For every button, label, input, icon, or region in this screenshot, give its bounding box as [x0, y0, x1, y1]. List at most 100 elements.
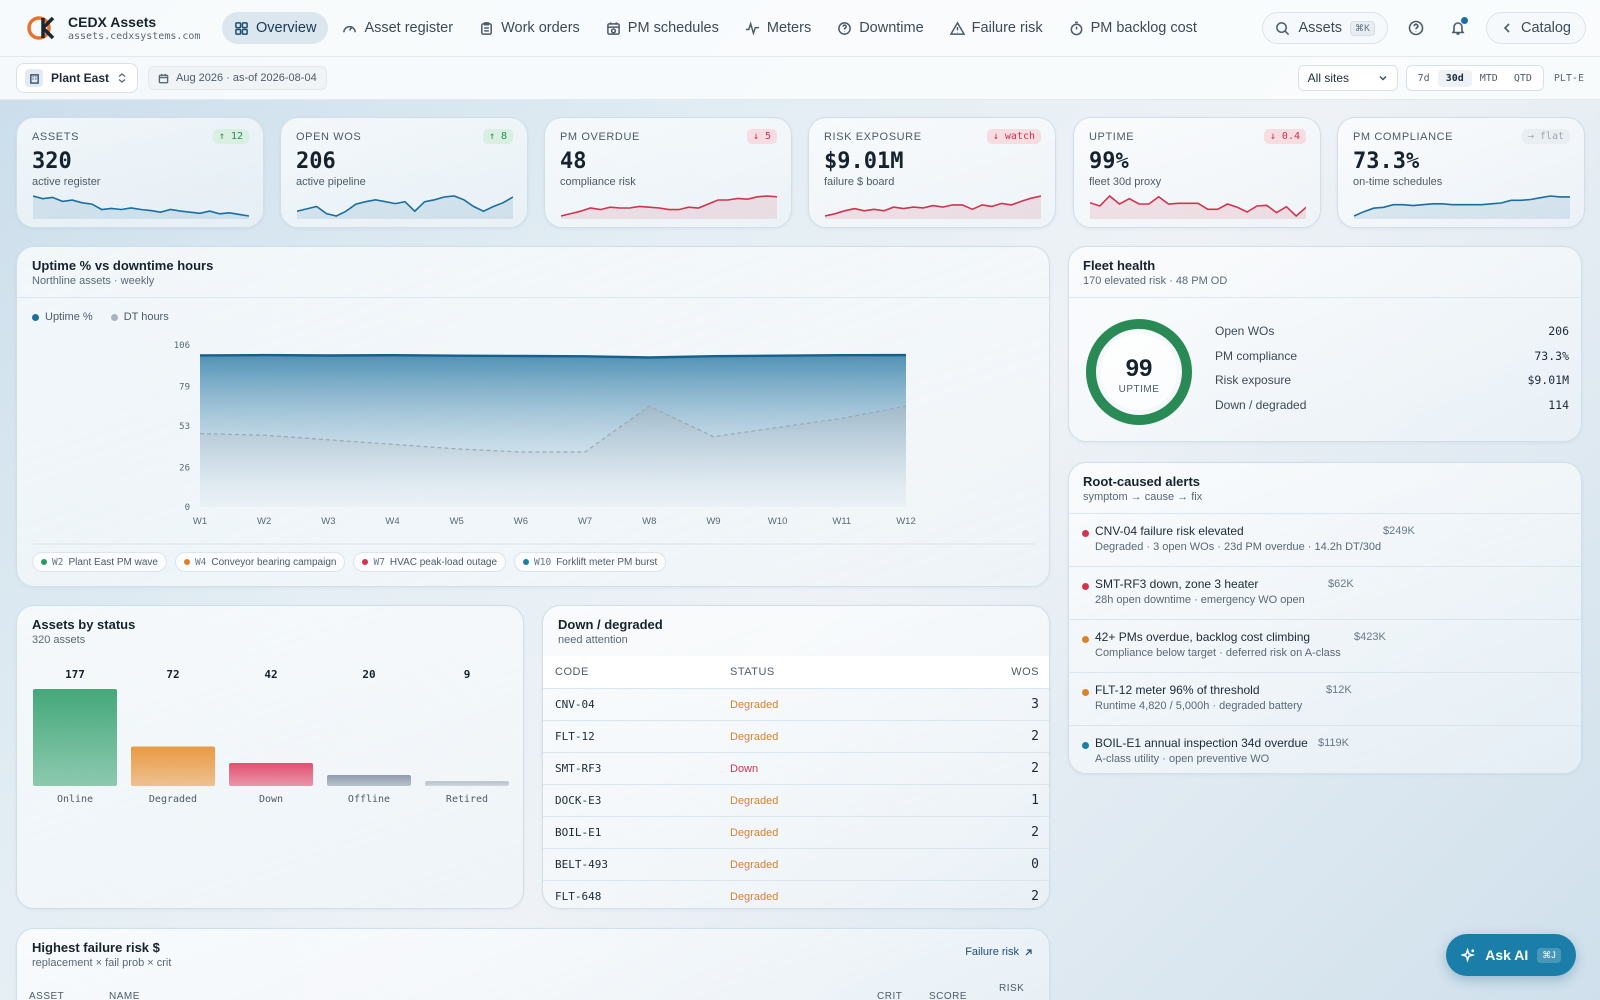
x-tick-label: W11: [832, 516, 851, 527]
alert-item[interactable]: CNV-04 failure risk elevated Degraded · 3…: [1069, 513, 1581, 566]
top-nav: CEDX Assets assets.cedxsystems.com Overv…: [0, 0, 1600, 57]
uptime-gauge: 99 UPTIME: [1086, 319, 1192, 425]
x-tick-label: W7: [578, 516, 592, 527]
nav-item-pm-backlog-cost[interactable]: PM backlog cost: [1057, 12, 1209, 44]
sparkline-area: [297, 196, 513, 219]
fleet-metric-row: Down / degraded 114: [1215, 398, 1569, 423]
alert-status-dot: [1082, 583, 1089, 590]
range-mtd[interactable]: MTD: [1479, 72, 1498, 84]
fleet-metric-value: $9.01M: [1527, 373, 1569, 387]
nav-item-pm-schedules[interactable]: PM schedules: [594, 12, 731, 44]
event-dot: [183, 559, 190, 565]
status-bar[interactable]: [131, 746, 215, 786]
kpi-card-open-wos[interactable]: OPEN WOS 206 active pipeline ↑ 8: [280, 117, 528, 228]
event-chip[interactable]: W4 Conveyor bearing campaign: [174, 552, 346, 572]
kpi-subtitle: active register: [32, 176, 101, 188]
kpi-subtitle: active pipeline: [296, 176, 366, 188]
event-chip[interactable]: W2 Plant East PM wave: [32, 552, 167, 572]
col-asset[interactable]: ASSET: [29, 991, 65, 1000]
notifications-button[interactable]: [1444, 14, 1472, 42]
event-chip[interactable]: W7 HVAC peak-load outage: [353, 552, 507, 572]
table-header: CODE STATUS WOS: [543, 656, 1049, 688]
gauge-value: 99: [1126, 355, 1153, 382]
table-row[interactable]: SMT-RF3 Down 2: [543, 752, 1049, 784]
status-bar[interactable]: [425, 781, 509, 786]
range-qtd[interactable]: QTD: [1513, 72, 1532, 84]
nav-item-work-orders[interactable]: Work orders: [467, 12, 592, 44]
col-code[interactable]: CODE: [555, 666, 589, 678]
alerts-subtitle: symptom → cause → fix: [1083, 491, 1203, 503]
kpi-subtitle: on-time schedules: [1353, 176, 1443, 188]
alert-item[interactable]: BOIL-E1 annual inspection 34d overdue A-c…: [1069, 725, 1581, 773]
ask-ai-button[interactable]: Ask AI ⌘J: [1446, 934, 1576, 976]
col-crit[interactable]: CRIT: [877, 991, 903, 1000]
cell-wos: 2: [1031, 889, 1039, 904]
site-selector[interactable]: Plant East: [16, 63, 139, 93]
nav-item-label: Overview: [256, 20, 317, 36]
col-risk[interactable]: RISK: [999, 983, 1025, 994]
table-row[interactable]: CNV-04 Degraded 3: [543, 688, 1049, 720]
event-chip[interactable]: W10 Forklift meter PM burst: [514, 552, 667, 572]
kpi-card-uptime[interactable]: UPTIME 99% fleet 30d proxy ↓ 0.4: [1073, 117, 1321, 228]
col-name[interactable]: NAME: [109, 991, 140, 1000]
cell-status: Degraded: [730, 730, 779, 743]
nav-item-failure-risk[interactable]: Failure risk: [938, 12, 1055, 44]
cell-code: FLT-12: [555, 730, 595, 743]
clock-circle-icon: [838, 21, 852, 35]
fleet-title: Fleet health: [1083, 258, 1156, 273]
legend-item-dt-hours[interactable]: DT hours: [110, 311, 169, 323]
y-tick-label: 0: [185, 503, 190, 513]
kpi-delta-badge: ↓ watch: [986, 129, 1041, 144]
help-button[interactable]: [1402, 14, 1430, 42]
alert-item[interactable]: SMT-RF3 down, zone 3 heater 28h open down…: [1069, 566, 1581, 619]
table-row[interactable]: BELT-493 Degraded 0: [543, 848, 1049, 880]
cell-status: Down: [730, 762, 759, 775]
down-subtitle: need attention: [558, 634, 628, 646]
legend-item-uptime[interactable]: Uptime %: [32, 311, 93, 323]
kpi-card-pm-overdue[interactable]: PM OVERDUE 48 compliance risk ↓ 5: [544, 117, 792, 228]
table-row[interactable]: DOCK-E3 Degraded 1: [543, 784, 1049, 816]
table-row[interactable]: FLT-12 Degraded 2: [543, 720, 1049, 752]
nav-item-meters[interactable]: Meters: [733, 12, 823, 44]
failure-risk-link[interactable]: Failure risk: [965, 946, 1033, 958]
sparkline-area: [1090, 196, 1306, 219]
nav-item-label: Work orders: [501, 20, 580, 36]
col-status[interactable]: STATUS: [730, 666, 775, 678]
alert-item[interactable]: 42+ PMs overdue, backlog cost climbing Co…: [1069, 619, 1581, 672]
nav-item-downtime[interactable]: Downtime: [825, 12, 935, 44]
uptime-chart: 0 26 53 79 106 W1 W2 W3 W4 W5 W6 W7 W8 W9 W10 W11 W12: [33, 341, 1035, 545]
kpi-label: RISK EXPOSURE: [824, 131, 922, 143]
gauge-center: [1101, 334, 1177, 410]
nav-item-asset-register[interactable]: Asset register: [330, 12, 465, 44]
col-score[interactable]: SCORE: [929, 991, 968, 1000]
status-bar[interactable]: [229, 762, 313, 786]
catalog-button[interactable]: Catalog: [1486, 12, 1586, 44]
alert-title: 42+ PMs overdue, backlog cost climbing: [1095, 630, 1311, 644]
status-bar-value: 177: [65, 668, 85, 681]
x-tick-label: W5: [450, 516, 464, 527]
range-30d[interactable]: 30d: [1437, 69, 1472, 87]
kpi-card-assets[interactable]: ASSETS 320 active register ↑ 12: [16, 117, 264, 228]
kpi-card-pm-compliance[interactable]: PM COMPLIANCE 73.3% on-time schedules → fla…: [1337, 117, 1585, 228]
alert-item[interactable]: FLT-12 meter 96% of threshold Runtime 4,8…: [1069, 672, 1581, 725]
status-bar[interactable]: [327, 775, 411, 786]
search-button[interactable]: Assets ⌘K: [1262, 12, 1389, 44]
range-7d[interactable]: 7d: [1417, 72, 1430, 84]
nav-item-overview[interactable]: Overview: [222, 12, 329, 44]
fleet-metric-row: Risk exposure $9.01M: [1215, 373, 1569, 398]
kpi-card-risk-exposure[interactable]: RISK EXPOSURE $9.01M failure $ board ↓ watc…: [808, 117, 1056, 228]
kpi-sparkline: [825, 195, 1041, 219]
sparkline-line: [825, 195, 1041, 217]
table-row[interactable]: FLT-648 Degraded 2: [543, 880, 1049, 908]
sparkline-area: [33, 196, 249, 219]
status-bar-label: Degraded: [149, 794, 197, 805]
date-range-pill[interactable]: Aug 2026 · as-of 2026-08-04: [148, 66, 327, 90]
brand[interactable]: CEDX Assets assets.cedxsystems.com: [26, 13, 222, 43]
col-wos[interactable]: WOS: [1011, 666, 1039, 678]
table-row[interactable]: BOIL-E1 Degraded 2: [543, 816, 1049, 848]
fleet-metric-value: 73.3%: [1534, 348, 1569, 363]
all-sites-select[interactable]: All sites: [1297, 65, 1398, 91]
event-dot: [362, 559, 369, 565]
status-bar[interactable]: [33, 689, 117, 786]
x-tick-label: W2: [257, 516, 271, 527]
